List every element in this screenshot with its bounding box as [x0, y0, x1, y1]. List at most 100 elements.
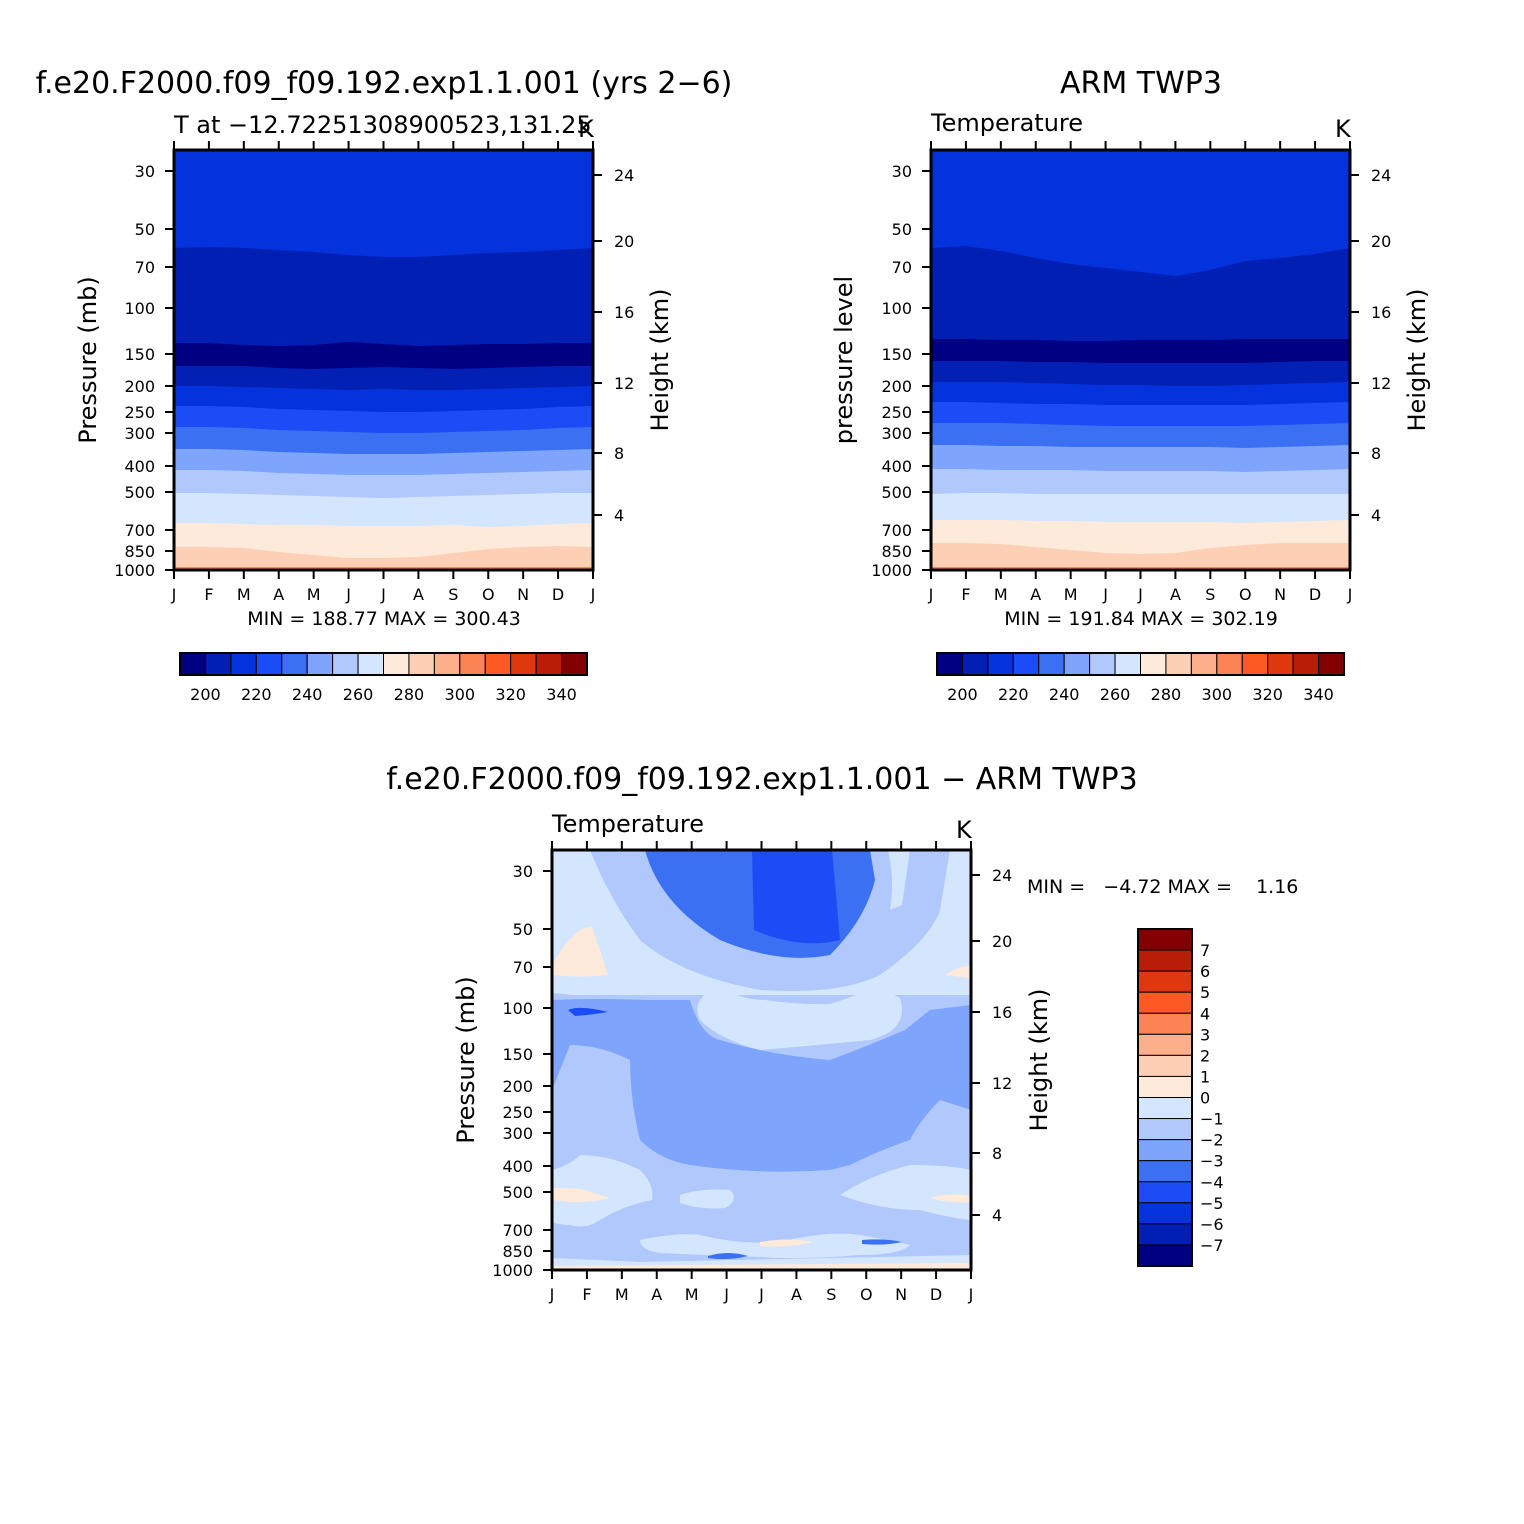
x-tick-label: J	[549, 1285, 555, 1304]
y-tick-label: 250	[502, 1103, 533, 1122]
colorbar-label: −5	[1200, 1194, 1224, 1213]
colorbar-swatch	[961, 652, 989, 676]
y-right-tick-label: 12	[1371, 374, 1391, 393]
colorbar-label: 320	[1252, 685, 1283, 704]
x-tick-label: F	[582, 1285, 591, 1304]
y-tick-label: 700	[124, 521, 155, 540]
panel-model-title: f.e20.F2000.f09_f09.192.exp1.1.001 (yrs …	[36, 66, 733, 101]
panel-diff-axes: J F M A M J J A S O N D J 30 50 70 100 150 200 250 300 400 500…	[492, 841, 1012, 1304]
colorbar-swatch	[987, 652, 1014, 676]
y-tick-label: 70	[892, 258, 912, 277]
colorbar-swatch	[1267, 652, 1294, 676]
y-tick-label: 30	[135, 162, 155, 181]
colorbar-label: 300	[1202, 685, 1233, 704]
y-tick-label: 30	[892, 162, 912, 181]
colorbar-swatch	[1137, 1160, 1193, 1183]
colorbar-swatch	[383, 652, 410, 676]
colorbar-swatch	[1165, 652, 1192, 676]
diff-band-upper-light	[552, 850, 971, 995]
y-right-tick-label: 8	[1371, 444, 1381, 463]
panel-obs-title: ARM TWP3	[1060, 66, 1222, 101]
x-tick-label: O	[860, 1285, 873, 1304]
y-tick-label: 500	[124, 483, 155, 502]
colorbar-swatch	[1012, 652, 1040, 676]
x-tick-label: S	[448, 585, 458, 604]
colorbar-swatch	[1292, 652, 1320, 676]
colorbar-swatch	[1137, 1202, 1193, 1225]
y-right-tick-label: 24	[1371, 166, 1391, 185]
colorbar-label: 5	[1200, 983, 1210, 1002]
colorbar-swatch	[1137, 1012, 1193, 1035]
colorbar-label: 280	[1151, 685, 1182, 704]
x-tick-label: J	[928, 585, 934, 604]
colorbar-swatch	[255, 652, 283, 676]
y-tick-label: 850	[881, 542, 912, 561]
colorbar-swatch	[1137, 1097, 1193, 1120]
panel-diff-contours	[552, 850, 971, 1270]
panel-diff-title: f.e20.F2000.f09_f09.192.exp1.1.001 − ARM…	[386, 762, 1137, 797]
panel-model-ylabel: Pressure (mb)	[74, 276, 102, 443]
colorbar-swatch	[1137, 1181, 1193, 1204]
y-tick-label: 700	[881, 521, 912, 540]
y-tick-label: 150	[881, 345, 912, 364]
y-right-tick-label: 24	[992, 866, 1012, 885]
colorbar-label: 240	[1049, 685, 1080, 704]
y-right-tick-label: 4	[614, 506, 624, 525]
y-tick-label: 400	[881, 457, 912, 476]
colorbar-swatch	[204, 652, 232, 676]
colorbar-swatch	[510, 652, 537, 676]
y-tick-label: 1000	[114, 561, 155, 580]
panel-model-units: K	[578, 115, 595, 143]
panel-obs-ylabel-right: Height (km)	[1403, 289, 1431, 432]
y-tick-label: 150	[502, 1045, 533, 1064]
colorbar-swatch	[332, 652, 359, 676]
y-tick-label: 400	[124, 457, 155, 476]
y-tick-label: 300	[881, 424, 912, 443]
colorbar-swatch	[1216, 652, 1243, 676]
y-tick-label: 850	[502, 1242, 533, 1261]
x-tick-label: J	[345, 585, 351, 604]
y-tick-label: 200	[502, 1077, 533, 1096]
y-right-tick-label: 16	[614, 303, 634, 322]
colorbar-frame	[1137, 928, 1193, 1267]
colorbar-label: 200	[947, 685, 978, 704]
colorbar-label: 220	[241, 685, 272, 704]
diff-warm-spot-2	[930, 1194, 971, 1203]
diff-cool-spot-2	[708, 1253, 748, 1260]
colorbar-swatch	[459, 652, 486, 676]
colorbar-label: 4	[1200, 1004, 1210, 1023]
x-tick-label: M	[1064, 585, 1078, 604]
colorbar-swatch	[1063, 652, 1091, 676]
panel-diff-ylabel: Pressure (mb)	[452, 976, 480, 1143]
panel-model: f.e20.F2000.f09_f09.192.exp1.1.001 (yrs …	[36, 66, 733, 704]
y-right-tick-label: 20	[992, 932, 1012, 951]
panel-model-ylabel-right: Height (km)	[646, 289, 674, 432]
x-tick-label: A	[791, 1285, 802, 1304]
colorbar-label: 3	[1200, 1025, 1210, 1044]
colorbar-swatch	[1137, 928, 1193, 951]
colorbar-label: −2	[1200, 1131, 1224, 1150]
x-tick-label: N	[517, 585, 529, 604]
x-tick-label: J	[758, 1285, 764, 1304]
y-tick-label: 50	[892, 220, 912, 239]
x-tick-label: A	[651, 1285, 662, 1304]
y-tick-label: 1000	[492, 1261, 533, 1280]
x-tick-label: J	[723, 1285, 729, 1304]
panel-model-contours	[174, 150, 593, 570]
panel-diff-ylabel-right: Height (km)	[1025, 989, 1053, 1132]
colorbar-label: 6	[1200, 962, 1210, 981]
colorbar-swatch	[1137, 1033, 1193, 1056]
x-tick-label: D	[552, 585, 564, 604]
diff-band-warm-left	[552, 926, 608, 977]
panel-diff-units: K	[956, 816, 973, 844]
colorbar-label: 7	[1200, 941, 1210, 960]
y-tick-label: 1000	[871, 561, 912, 580]
x-tick-label: J	[380, 585, 386, 604]
panel-obs-ylabel: pressure level	[830, 276, 858, 444]
y-tick-label: 500	[881, 483, 912, 502]
colorbar-swatch	[1137, 1118, 1193, 1141]
y-tick-label: 200	[124, 377, 155, 396]
colorbar-swatch	[357, 652, 384, 676]
x-tick-label: A	[413, 585, 424, 604]
